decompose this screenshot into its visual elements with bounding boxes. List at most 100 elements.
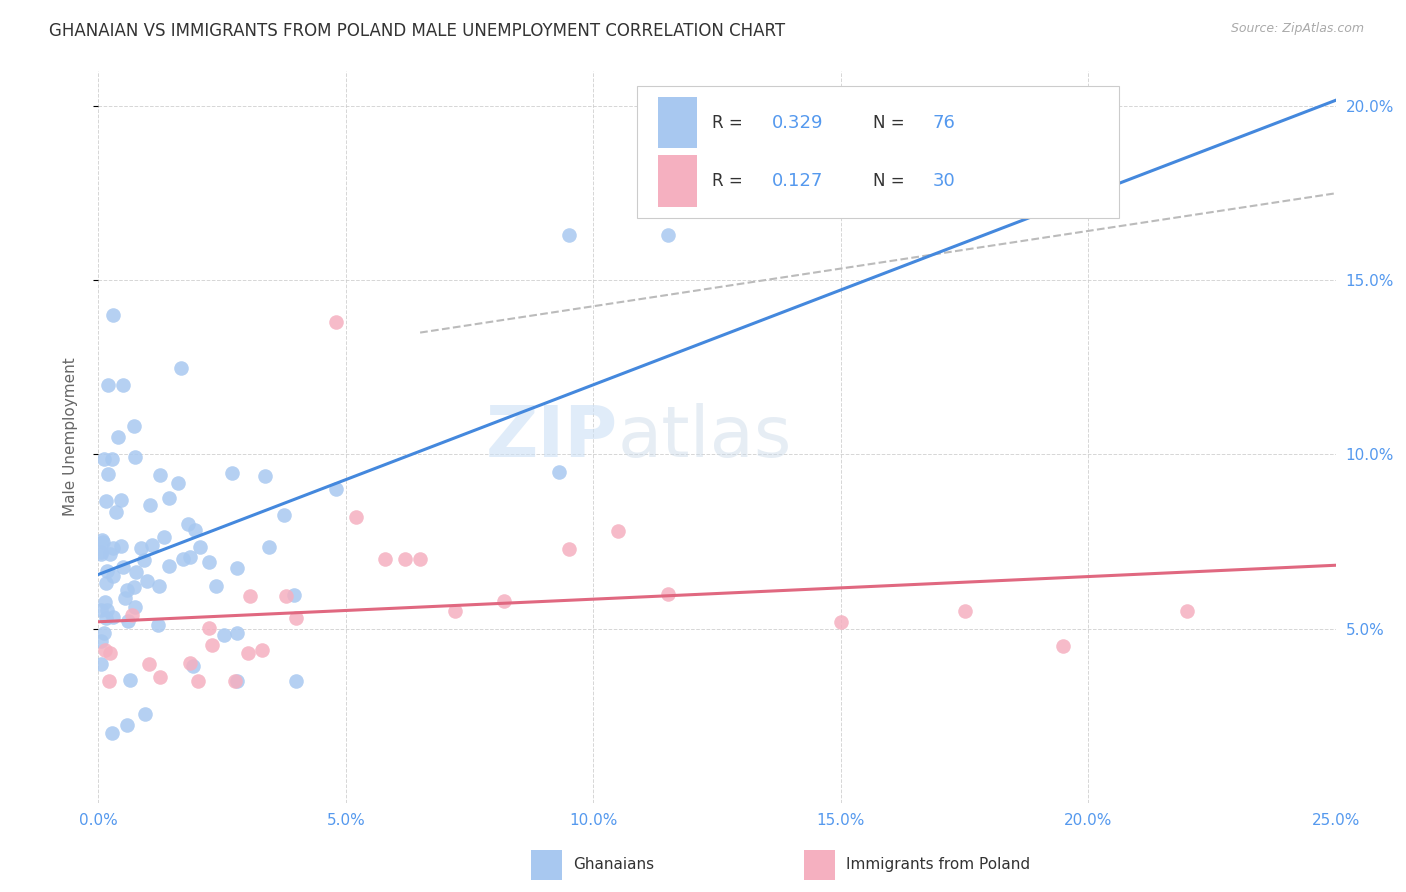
Point (607, 524, 630, 538)
Point (188, 541, 211, 555)
Point (138, 657, 160, 671)
Point (90, 547, 112, 561)
Point (167, 476, 190, 491)
Point (97, 377, 120, 392)
Point (103, 568, 125, 582)
Point (112, 377, 135, 392)
Point (149, 468, 172, 483)
Point (91, 533, 114, 547)
Point (93, 451, 115, 466)
Point (172, 552, 194, 566)
Text: Ghanaians: Ghanaians (574, 857, 655, 872)
Point (221, 466, 243, 480)
Point (96, 603, 118, 617)
Point (134, 707, 156, 722)
Point (122, 580, 145, 594)
Point (547, 465, 569, 479)
Point (93, 625, 115, 640)
Point (101, 609, 124, 624)
Text: Immigrants from Poland: Immigrants from Poland (846, 857, 1029, 872)
Point (285, 611, 308, 625)
Point (225, 561, 247, 575)
Point (252, 643, 274, 657)
Text: 0.329: 0.329 (772, 113, 823, 131)
Point (117, 615, 139, 629)
Text: 0.127: 0.127 (772, 172, 823, 190)
Point (1052, 639, 1074, 653)
Point (90, 634, 112, 648)
Point (409, 552, 432, 566)
Point (96, 576, 118, 591)
Point (98, 646, 121, 660)
Point (212, 628, 235, 642)
Point (101, 726, 124, 740)
Point (98, 547, 121, 561)
Point (110, 492, 132, 507)
Point (325, 315, 347, 329)
Point (146, 618, 169, 632)
Point (254, 469, 277, 483)
Text: Source: ZipAtlas.com: Source: ZipAtlas.com (1230, 22, 1364, 36)
Point (117, 582, 139, 597)
Point (124, 599, 146, 614)
Point (94, 611, 117, 625)
Point (114, 591, 136, 605)
Point (236, 647, 259, 661)
Point (90, 602, 112, 616)
Point (953, 604, 976, 618)
Point (97, 467, 120, 481)
Point (90, 657, 112, 672)
Point (94, 643, 117, 657)
Point (111, 559, 134, 574)
Point (157, 491, 180, 505)
Point (96, 564, 118, 578)
Point (557, 541, 579, 556)
Text: 30: 30 (932, 172, 955, 190)
Point (830, 615, 852, 629)
Point (443, 604, 465, 618)
Point (179, 656, 201, 670)
Point (224, 673, 246, 688)
FancyBboxPatch shape (637, 86, 1119, 218)
Point (157, 559, 180, 574)
Point (136, 574, 159, 588)
Point (118, 673, 141, 687)
Point (394, 552, 416, 566)
Point (93, 534, 115, 549)
Bar (531, 850, 562, 880)
Point (1175, 604, 1198, 618)
Point (101, 541, 124, 556)
Point (183, 523, 205, 537)
Point (198, 621, 221, 635)
Text: GHANAIAN VS IMMIGRANTS FROM POLAND MALE UNEMPLOYMENT CORRELATION CHART: GHANAIAN VS IMMIGRANTS FROM POLAND MALE … (49, 22, 786, 40)
Text: R =: R = (711, 172, 748, 190)
Point (94, 595, 117, 609)
Point (149, 670, 172, 684)
Bar (804, 850, 835, 880)
Point (115, 717, 138, 731)
Point (132, 553, 155, 567)
Point (124, 450, 146, 464)
Point (176, 517, 198, 532)
Bar (658, 155, 697, 207)
Point (557, 228, 579, 243)
Point (148, 579, 170, 593)
Point (226, 626, 249, 640)
Point (285, 673, 308, 688)
Point (103, 308, 125, 322)
Point (283, 588, 305, 602)
Point (494, 594, 516, 608)
Point (187, 673, 209, 688)
Point (226, 673, 249, 688)
Point (96, 494, 118, 508)
Text: 76: 76 (932, 113, 955, 131)
Point (125, 566, 148, 580)
Text: atlas: atlas (619, 402, 793, 472)
Point (201, 638, 224, 652)
Point (179, 549, 201, 564)
Point (657, 228, 679, 243)
Point (110, 539, 132, 553)
Point (374, 552, 396, 566)
Point (276, 589, 298, 603)
Point (198, 555, 221, 569)
